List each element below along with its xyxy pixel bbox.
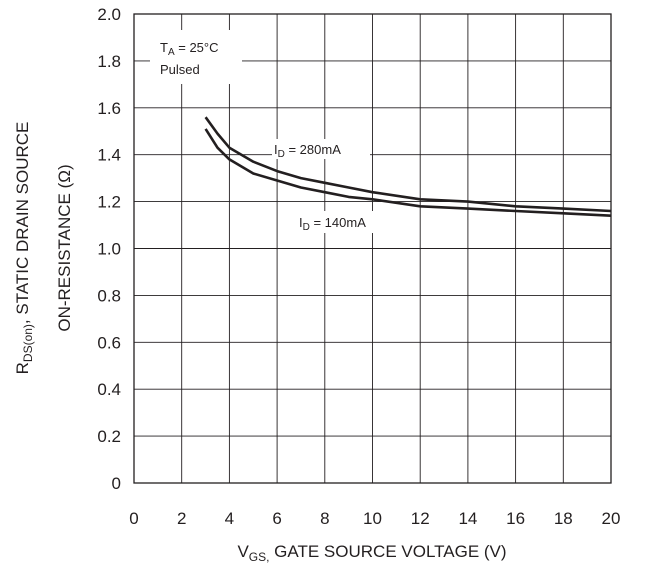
series-line-0: [204, 116, 612, 213]
y-axis-title-line2: ON-RESISTANCE (Ω): [55, 164, 74, 331]
y-tick-label-1: 0.2: [97, 427, 121, 446]
grid: [133, 13, 612, 484]
series-line-1: [204, 128, 612, 217]
plot-frame: [133, 13, 612, 484]
y-tick-label-6: 1.2: [97, 193, 121, 212]
series-lines: [204, 116, 612, 217]
x-tick-label-10: 20: [602, 509, 621, 528]
x-tick-label-1: 2: [177, 509, 186, 528]
x-tick-label-9: 18: [554, 509, 573, 528]
x-tick-label-6: 12: [411, 509, 430, 528]
condition-ta: TA = 25°C: [160, 40, 219, 58]
x-tick-label-5: 10: [363, 509, 382, 528]
y-tick-label-7: 1.4: [97, 146, 121, 165]
y-tick-label-4: 0.8: [97, 286, 121, 305]
x-axis-title: VGS, GATE SOURCE VOLTAGE (V): [237, 542, 506, 564]
y-tick-label-8: 1.6: [97, 99, 121, 118]
series-label-bg-280: [272, 139, 370, 159]
condition-pulsed: Pulsed: [160, 62, 200, 77]
condition-box: [150, 30, 242, 84]
x-tick-labels: 0 2 4 6 8 10 12 14 16 18 20: [129, 509, 620, 528]
series-label-140ma: ID = 140mA: [299, 215, 366, 233]
y-axis-title-line1: RDS(on), STATIC DRAIN SOURCE: [13, 122, 35, 375]
x-tick-label-8: 16: [506, 509, 525, 528]
y-tick-label-3: 0.6: [97, 333, 121, 352]
x-tick-label-7: 14: [458, 509, 477, 528]
y-tick-label-5: 1.0: [97, 240, 121, 259]
x-tick-label-3: 6: [272, 509, 281, 528]
y-tick-labels: 0 0.2 0.4 0.6 0.8 1.0 1.2 1.4 1.6 1.8 2.0: [97, 5, 121, 493]
y-tick-label-9: 1.8: [97, 52, 121, 71]
y-tick-label-10: 2.0: [97, 5, 121, 24]
y-tick-label-0: 0: [112, 474, 121, 493]
series-label-bg-140: [297, 211, 387, 233]
x-tick-label-0: 0: [129, 509, 138, 528]
y-tick-label-2: 0.4: [97, 380, 121, 399]
x-tick-label-4: 8: [320, 509, 329, 528]
x-tick-label-2: 4: [225, 509, 234, 528]
series-label-280ma: ID = 280mA: [274, 142, 341, 160]
